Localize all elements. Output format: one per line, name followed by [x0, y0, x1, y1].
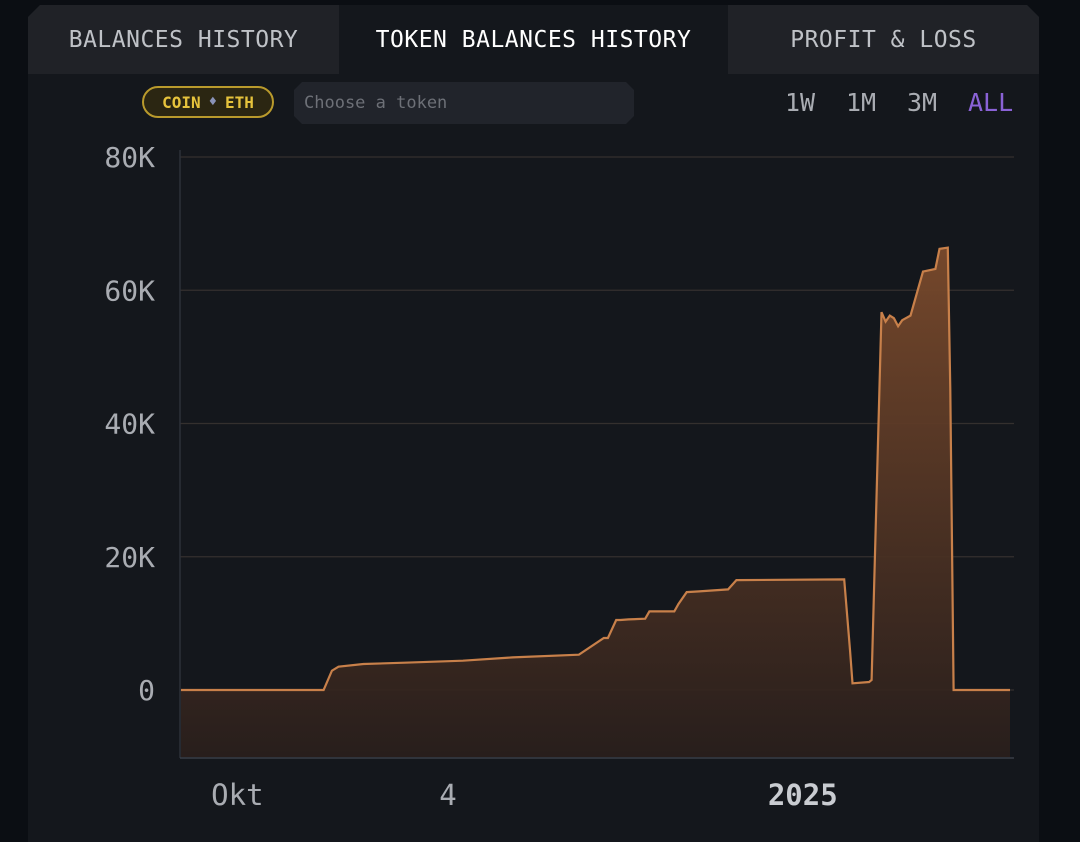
- tab-profit-loss[interactable]: PROFIT & LOSS: [728, 5, 1039, 74]
- range-3m-button[interactable]: 3M: [907, 88, 938, 117]
- coin-symbol: ETH: [225, 92, 254, 112]
- coin-label: COIN: [162, 92, 201, 112]
- ethereum-icon: ♦: [208, 94, 218, 110]
- axis-labels: 0 20K 40K 60K 80K Okt 4 2025: [104, 141, 837, 812]
- x-tick-label: 4: [439, 778, 456, 812]
- y-tick-label: 60K: [104, 274, 155, 307]
- x-tick-label: Okt: [211, 778, 263, 812]
- tab-balances-history[interactable]: BALANCES HISTORY: [28, 5, 339, 74]
- y-tick-label: 40K: [104, 408, 155, 441]
- axes: [179, 150, 1014, 759]
- y-tick-label: 20K: [104, 541, 155, 574]
- token-search-input[interactable]: [294, 82, 634, 124]
- coin-filter-badge[interactable]: COIN ♦ ETH: [142, 86, 274, 118]
- range-1w-button[interactable]: 1W: [785, 88, 816, 117]
- x-tick-label: 2025: [768, 778, 838, 812]
- y-tick-label: 0: [138, 674, 155, 707]
- series-line: [181, 246, 1010, 692]
- tab-token-balances-history[interactable]: TOKEN BALANCES HISTORY: [339, 5, 728, 74]
- series-area: [181, 247, 1010, 757]
- range-1m-button[interactable]: 1M: [846, 88, 877, 117]
- y-tick-label: 80K: [104, 141, 155, 174]
- tab-bar: BALANCES HISTORY TOKEN BALANCES HISTORY …: [28, 5, 1039, 74]
- range-all-button[interactable]: ALL: [968, 88, 1014, 117]
